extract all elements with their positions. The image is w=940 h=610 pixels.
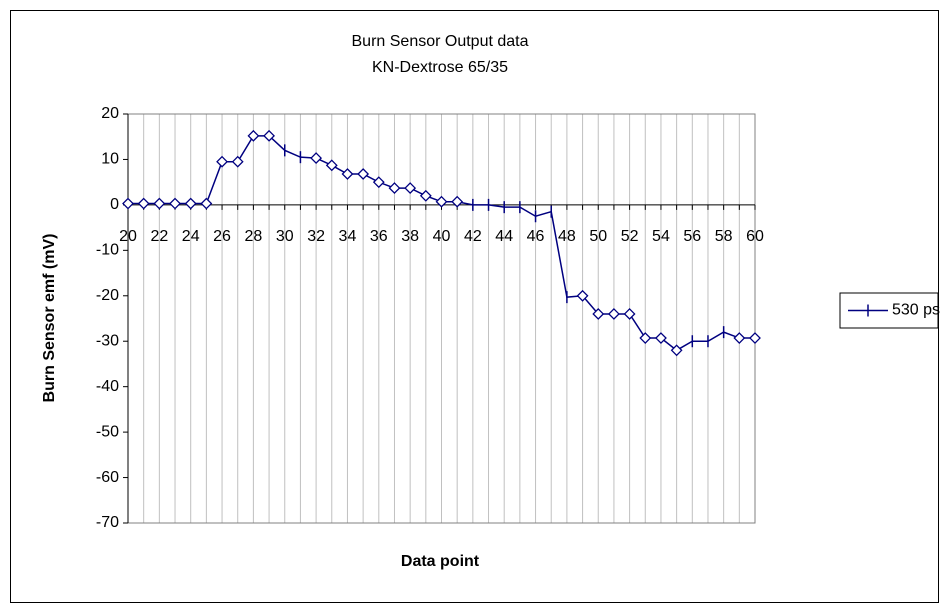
y-tick-label: -30: [96, 332, 119, 349]
marker: [247, 129, 260, 142]
x-tick-label: 26: [213, 228, 231, 245]
x-tick-label: 22: [150, 228, 168, 245]
x-tick-label: 44: [495, 228, 513, 245]
y-tick-label: -60: [96, 469, 119, 486]
marker: [137, 197, 150, 210]
marker: [388, 182, 401, 194]
x-tick-label: 40: [433, 228, 451, 245]
marker: [435, 195, 448, 208]
marker: [404, 182, 417, 194]
marker: [310, 152, 323, 165]
y-tick-label: -10: [96, 242, 119, 259]
marker: [419, 189, 432, 202]
x-tick-label: 30: [276, 228, 294, 245]
marker: [576, 289, 589, 302]
x-tick-label: 38: [401, 228, 419, 245]
legend-label: 530 psig: [892, 302, 940, 319]
y-tick-label: -20: [96, 287, 119, 304]
marker: [372, 176, 385, 189]
marker: [670, 344, 683, 357]
x-tick-label: 24: [182, 228, 200, 245]
marker: [169, 197, 181, 210]
marker: [341, 168, 354, 180]
marker: [451, 195, 464, 208]
y-tick-label: -40: [96, 378, 119, 395]
x-tick-label: 42: [464, 228, 482, 245]
x-tick-label: 56: [683, 228, 701, 245]
marker: [357, 168, 370, 180]
marker: [153, 197, 166, 210]
y-axis-title: Burn Sensor emf (mV): [41, 234, 58, 403]
marker: [325, 159, 338, 172]
marker: [231, 155, 244, 168]
x-tick-label: 36: [370, 228, 388, 245]
marker: [200, 197, 213, 210]
x-axis-title: Data point: [401, 553, 480, 570]
x-tick-label: 58: [715, 228, 733, 245]
marker: [216, 155, 228, 168]
y-tick-label: -50: [96, 423, 119, 440]
marker: [184, 197, 197, 210]
y-tick-label: 0: [110, 196, 119, 213]
marker: [122, 197, 134, 210]
legend-box: [839, 292, 939, 329]
x-tick-label: 28: [245, 228, 263, 245]
x-tick-label: 48: [558, 228, 576, 245]
chart-subtitle: KN-Dextrose 65/35: [372, 59, 508, 76]
chart-border: [10, 10, 939, 603]
x-tick-label: 60: [746, 228, 764, 245]
x-tick-label: 50: [589, 228, 607, 245]
x-tick-label: 32: [307, 228, 325, 245]
x-tick-label: 20: [119, 228, 137, 245]
marker: [639, 332, 652, 344]
marker: [623, 308, 636, 320]
x-tick-label: 52: [621, 228, 639, 245]
y-tick-label: -70: [96, 514, 119, 531]
chart-title: Burn Sensor Output data: [352, 33, 529, 50]
y-tick-label: 20: [101, 105, 119, 122]
marker: [592, 308, 605, 320]
x-tick-label: 34: [339, 228, 357, 245]
marker: [733, 332, 746, 344]
marker: [608, 308, 620, 320]
marker: [655, 332, 667, 344]
y-tick-label: 10: [101, 151, 119, 168]
marker: [749, 332, 761, 344]
x-tick-label: 46: [527, 228, 545, 245]
x-tick-label: 54: [652, 228, 670, 245]
marker: [263, 129, 275, 142]
